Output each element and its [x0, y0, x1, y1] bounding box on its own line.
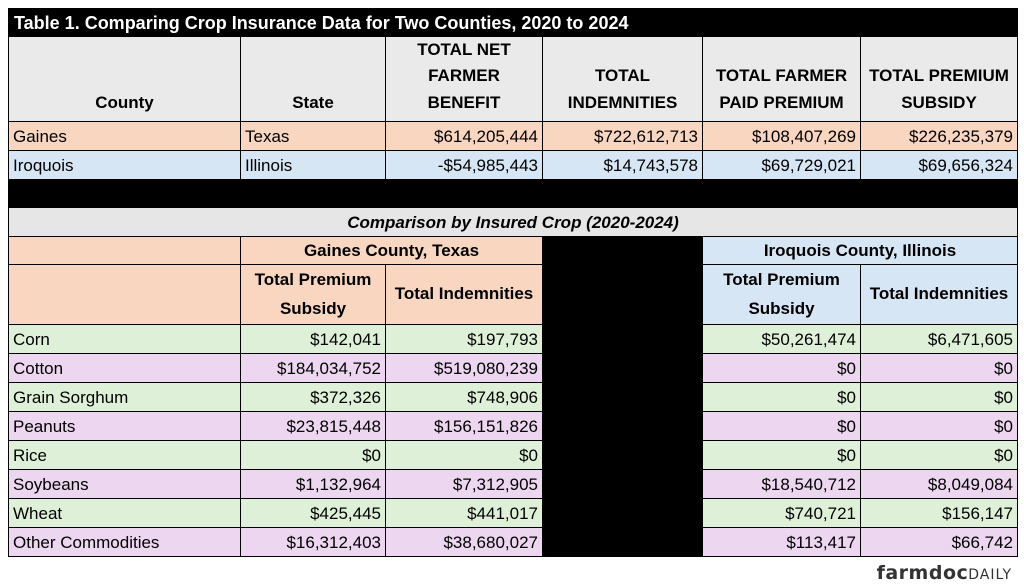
group-gaines: Gaines County, Texas: [240, 236, 543, 266]
crop-row: Wheat $425,445 $441,017 $740,721 $156,147: [8, 498, 1019, 529]
value-cell: $7,312,905: [385, 469, 543, 500]
crop-row: Cotton $184,034,752 $519,080,239 $0 $0: [8, 353, 1019, 384]
value-cell: $226,235,379: [859, 121, 1019, 152]
value-cell: $614,205,444: [385, 121, 543, 152]
header-indemnities: TOTAL INDEMNITIES: [542, 35, 703, 123]
value-cell: $142,041: [240, 324, 386, 355]
data-table: Table 1. Comparing Crop Insurance Data f…: [7, 8, 1019, 558]
value-cell: $0: [859, 411, 1019, 442]
comparison-subtitle: Comparison by Insured Crop (2020-2024): [7, 207, 1019, 238]
value-cell: $38,680,027: [385, 527, 543, 558]
farmdoc-logo: farmdocDAILY: [876, 562, 1012, 584]
value-cell: $0: [702, 382, 861, 413]
group-iroquois: Iroquois County, Illinois: [701, 236, 1019, 266]
value-cell: $0: [702, 440, 861, 471]
value-cell: $0: [240, 440, 386, 471]
divider-cell: [542, 411, 703, 442]
value-cell: $69,729,021: [702, 150, 861, 181]
summary-header-row: County State TOTAL NET FARMER BENEFIT TO…: [8, 35, 1019, 123]
header-farmer-premium: TOTAL FARMER PAID PREMIUM: [702, 35, 861, 123]
col-subsidy: Total Premium Subsidy: [702, 264, 861, 326]
crop-name-cell: Grain Sorghum: [8, 382, 241, 413]
crop-row: Soybeans $1,132,964 $7,312,905 $18,540,712 $…: [8, 469, 1019, 500]
crop-row: Corn $142,041 $197,793 $50,261,474 $6,471,60…: [8, 324, 1019, 355]
value-cell: $6,471,605: [859, 324, 1019, 355]
divider-cell: [542, 324, 703, 355]
value-cell: $156,151,826: [385, 411, 543, 442]
county-cell: Gaines: [8, 121, 241, 152]
divider-cell: [542, 440, 703, 471]
value-cell: $108,407,269: [702, 121, 861, 152]
divider-cell: [542, 527, 703, 558]
value-cell: $14,743,578: [542, 150, 703, 181]
crop-name-cell: Cotton: [8, 353, 241, 384]
value-cell: $0: [702, 411, 861, 442]
column-header-row: Total Premium Subsidy Total Indemnities …: [8, 264, 1019, 326]
value-cell: $50,261,474: [702, 324, 861, 355]
state-cell: Illinois: [240, 150, 386, 181]
col-subsidy: Total Premium Subsidy: [240, 264, 386, 326]
value-cell: $8,049,084: [859, 469, 1019, 500]
value-cell: $197,793: [385, 324, 543, 355]
divider-cell: [542, 382, 703, 413]
header-net-benefit: TOTAL NET FARMER BENEFIT: [385, 35, 543, 123]
value-cell: $1,132,964: [240, 469, 386, 500]
crop-row: Peanuts $23,815,448 $156,151,826 $0 $0: [8, 411, 1019, 442]
value-cell: $519,080,239: [385, 353, 543, 384]
divider-cell: [542, 353, 703, 384]
value-cell: $722,612,713: [542, 121, 703, 152]
value-cell: $23,815,448: [240, 411, 386, 442]
header-county: County: [8, 35, 241, 123]
value-cell: $0: [859, 353, 1019, 384]
comparison-subtitle-row: Comparison by Insured Crop (2020-2024): [7, 207, 1019, 238]
separator-bar: [7, 179, 1019, 209]
crop-name-cell: Corn: [8, 324, 241, 355]
value-cell: $66,742: [859, 527, 1019, 558]
table-title: Table 1. Comparing Crop Insurance Data f…: [7, 8, 1019, 37]
crop-name-cell: Rice: [8, 440, 241, 471]
crop-insurance-table: Table 1. Comparing Crop Insurance Data f…: [7, 8, 1019, 558]
value-cell: $441,017: [385, 498, 543, 529]
value-cell: $0: [702, 353, 861, 384]
value-cell: $113,417: [702, 527, 861, 558]
crop-row: Grain Sorghum $372,326 $748,906 $0 $0: [8, 382, 1019, 413]
value-cell: $16,312,403: [240, 527, 386, 558]
value-cell: $0: [859, 440, 1019, 471]
value-cell: $69,656,324: [859, 150, 1019, 181]
value-cell: -$54,985,443: [385, 150, 543, 181]
value-cell: $748,906: [385, 382, 543, 413]
header-premium-subsidy: TOTAL PREMIUM SUBSIDY: [859, 35, 1019, 123]
value-cell: $0: [385, 440, 543, 471]
col-indemnities: Total Indemnities: [385, 264, 543, 326]
crop-row: Rice $0 $0 $0 $0: [8, 440, 1019, 471]
col-indemnities: Total Indemnities: [859, 264, 1019, 326]
value-cell: $740,721: [702, 498, 861, 529]
crop-row: Other Commodities $16,312,403 $38,680,027 $…: [8, 527, 1019, 558]
value-cell: $372,326: [240, 382, 386, 413]
header-state: State: [240, 35, 386, 123]
crop-name-cell: Wheat: [8, 498, 241, 529]
value-cell: $425,445: [240, 498, 386, 529]
county-cell: Iroquois: [8, 150, 241, 181]
crop-name-cell: Peanuts: [8, 411, 241, 442]
value-cell: $156,147: [859, 498, 1019, 529]
summary-row-gaines: Gaines Texas $614,205,444 $722,612,713 $…: [8, 121, 1019, 152]
value-cell: $184,034,752: [240, 353, 386, 384]
value-cell: $18,540,712: [702, 469, 861, 500]
crop-name-cell: Soybeans: [8, 469, 241, 500]
group-header-row: Gaines County, Texas Iroquois County, Il…: [8, 236, 1019, 266]
state-cell: Texas: [240, 121, 386, 152]
divider-cell: [542, 498, 703, 529]
divider-cell: [542, 469, 703, 500]
crop-name-cell: Other Commodities: [8, 527, 241, 558]
summary-row-iroquois: Iroquois Illinois -$54,985,443 $14,743,5…: [8, 150, 1019, 181]
value-cell: $0: [859, 382, 1019, 413]
crop-rows: Corn $142,041 $197,793 $50,261,474 $6,471,60…: [8, 324, 1019, 558]
